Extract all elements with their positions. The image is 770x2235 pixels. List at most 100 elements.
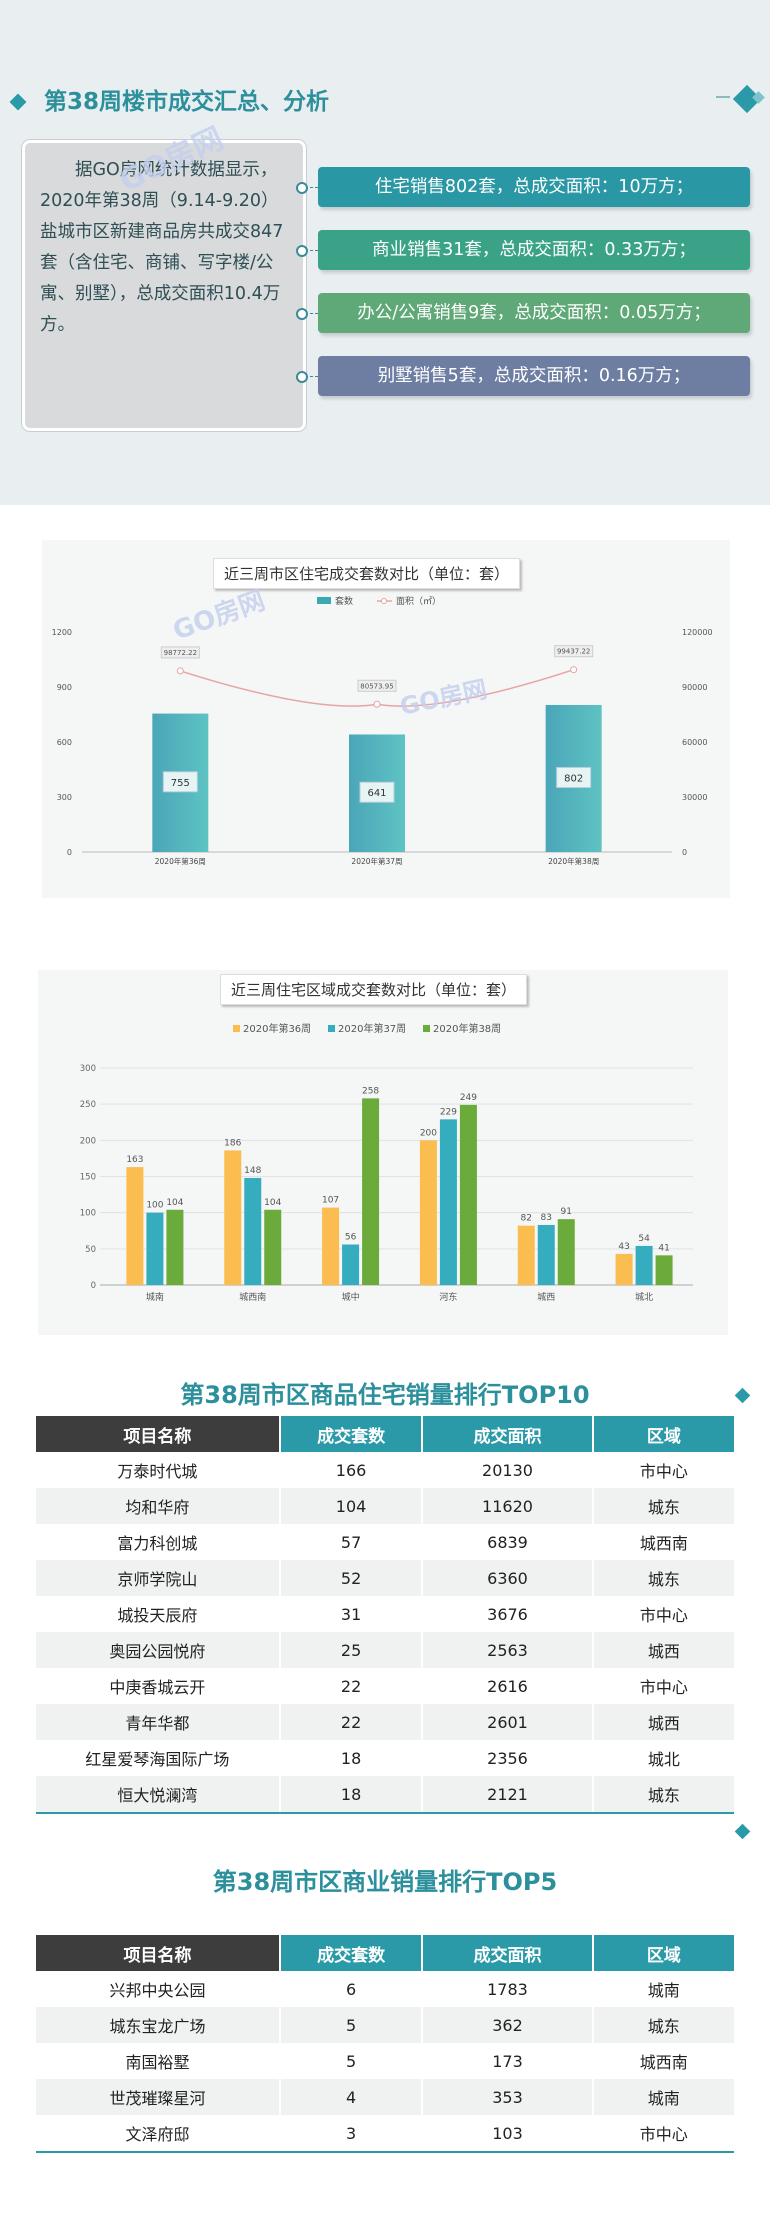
chart2-title: 近三周住宅区域成交套数对比（单位：套）: [220, 974, 528, 1005]
connector-line: [300, 313, 318, 314]
chart2-ytick: 200: [80, 1136, 96, 1146]
table-cell: 103: [492, 2123, 523, 2143]
table-row: 世茂璀璨星河 4 353 城南: [36, 2079, 734, 2115]
chart2-bar: [655, 1255, 673, 1285]
chart2-bar-label: 43: [618, 1242, 629, 1252]
connector-dot: [296, 182, 308, 194]
chart1-y2tick: 120000: [682, 628, 713, 637]
top10-header: 项目名称: [36, 1416, 279, 1452]
chart2-bar-label: 249: [460, 1093, 477, 1103]
table-cell: 6839: [487, 1532, 528, 1552]
chart1-line-label-box: [554, 645, 594, 658]
chart2-bar-label: 163: [126, 1155, 143, 1165]
table-cell: 城东: [593, 1560, 734, 1596]
chart2-bar-label: 258: [362, 1086, 379, 1096]
diamond-icon: [734, 1823, 751, 1840]
chart2-ytick: 50: [85, 1245, 96, 1255]
table-row: 万泰时代城 166 20130 市中心: [36, 1452, 734, 1488]
table-cell: 均和华府: [36, 1488, 279, 1524]
chart2-bar: [146, 1212, 164, 1285]
top5-header-row: 项目名称 成交套数 成交面积 区域: [36, 1935, 734, 1971]
chart2-legend-swatch: [328, 1025, 335, 1032]
chart2-legend-label: 2020年第36周: [243, 1022, 311, 1035]
table-row: 兴邦中央公园 6 1783 城南: [36, 1971, 734, 2007]
table-cell: 4: [280, 2079, 422, 2115]
summary-box: [22, 140, 306, 431]
top5-title: 第38周市区商业销量排行TOP5: [212, 1868, 558, 1896]
top5-header: 区域: [593, 1935, 734, 1971]
table-cell: 城西南: [639, 2053, 688, 2072]
top10-title: 第38周市区商品住宅销量排行TOP10: [180, 1381, 590, 1409]
table-cell: 2563: [423, 1632, 592, 1668]
chart2-bar-label: 82: [521, 1214, 532, 1224]
table-cell: 22: [280, 1704, 422, 1740]
chart2-bar: [517, 1225, 535, 1285]
summary-pill-3: 办公/公寓销售9套，总成交面积：0.05万方；: [318, 293, 750, 333]
chart2-bar-label: 83: [541, 1213, 552, 1223]
table-cell: 青年华都: [36, 1704, 279, 1740]
chart2-ytick: 100: [80, 1209, 96, 1219]
table-cell: 57: [340, 1532, 362, 1552]
table-cell: 25: [280, 1632, 422, 1668]
top10-bottom-line: [36, 1812, 734, 1814]
top10-header: 区域: [593, 1416, 734, 1452]
top5-header: 成交面积: [423, 1935, 592, 1971]
chart2-bar-label: 54: [638, 1234, 650, 1244]
chart2-legend-label: 2020年第38周: [433, 1022, 501, 1035]
table-cell: 中庚香城云开: [109, 1678, 206, 1697]
summary-text: 据GO房网统计数据显示，2020年第38周（9.14-9.20）盐城市区新建商品…: [40, 160, 284, 335]
table-cell: 6360: [423, 1560, 592, 1596]
table-row: 均和华府 104 11620 城东: [36, 1488, 734, 1524]
chart2-bar-label: 107: [322, 1196, 339, 1206]
chart2-bar-label: 229: [440, 1107, 457, 1117]
top10-header-row: 项目名称 成交套数 成交面积 区域: [36, 1416, 734, 1452]
chart2-ytick: 150: [80, 1173, 96, 1183]
chart1-xtick: 2020年第37周: [351, 856, 402, 866]
table-row: 南国裕墅 5 173 城西南: [36, 2043, 734, 2079]
table-cell: 市中心: [639, 1678, 688, 1697]
connector-line: [300, 187, 318, 188]
chart2-ytick: 0: [91, 1281, 96, 1291]
summary-pill-4: 别墅销售5套，总成交面积：0.16万方；: [318, 356, 750, 396]
chart2-bar: [459, 1104, 477, 1285]
top5-header: 成交套数: [280, 1935, 422, 1971]
chart1-ytick: 0: [67, 848, 72, 857]
table-cell: 南国裕墅: [125, 2053, 190, 2072]
chart2-bar-label: 186: [224, 1138, 241, 1148]
connector-line: [300, 250, 318, 251]
chart1-y2tick: 90000: [682, 683, 707, 692]
chart1-svg: 套数 面积（㎡） 0 300 600 900 1200 0 30000 60000 90000 120…: [52, 586, 713, 866]
table-cell: 城投天辰府: [117, 1606, 198, 1625]
table-cell: 城东: [593, 2007, 734, 2043]
table-row: 城投天辰府 31 3676 市中心: [36, 1596, 734, 1632]
table-cell: 城西: [593, 1632, 734, 1668]
table-cell: 20130: [482, 1460, 533, 1480]
table-cell: 城东宝龙广场: [36, 2007, 279, 2043]
chart1-y2tick: 0: [682, 848, 687, 857]
table-row: 京师学院山 52 6360 城东: [36, 1560, 734, 1596]
chart2-xtick: 城南: [146, 1291, 164, 1303]
summary-pill-1: 住宅销售802套，总成交面积：10万方；: [318, 167, 750, 207]
chart1-line-label-box: [160, 646, 200, 659]
chart1-line-point: [570, 666, 578, 674]
table-cell: 红星爱琴海国际广场: [85, 1750, 230, 1769]
chart2-bar: [439, 1119, 457, 1285]
table-cell: 3676: [487, 1604, 528, 1624]
chart2-bar-label: 200: [420, 1128, 437, 1138]
chart1-line-label: 99437.22: [557, 648, 590, 656]
table-cell: 万泰时代城: [117, 1462, 198, 1481]
table-row: 富力科创城 57 6839 城西南: [36, 1524, 734, 1560]
chart1-legend-bar-swatch: [317, 597, 331, 604]
watermark-logo: GO房网: [397, 675, 489, 721]
table-cell: 富力科创城: [117, 1534, 198, 1553]
chart1-title: 近三周市区住宅成交套数对比（单位：套）: [213, 558, 521, 589]
table-cell: 22: [340, 1676, 362, 1696]
chart2-bar-label: 104: [166, 1198, 183, 1208]
table-cell: 11620: [423, 1488, 592, 1524]
summary-title: 第38周楼市成交汇总、分析: [44, 89, 330, 115]
chart2-xtick: 城西: [537, 1292, 555, 1303]
table-cell: 京师学院山: [36, 1560, 279, 1596]
table-cell: 362: [423, 2007, 592, 2043]
chart2-bar: [322, 1207, 340, 1285]
top10-table: 项目名称 成交套数 成交面积 区域 万泰时代城 166 20130 市中心 均和华府 104 116…: [34, 1416, 736, 1814]
